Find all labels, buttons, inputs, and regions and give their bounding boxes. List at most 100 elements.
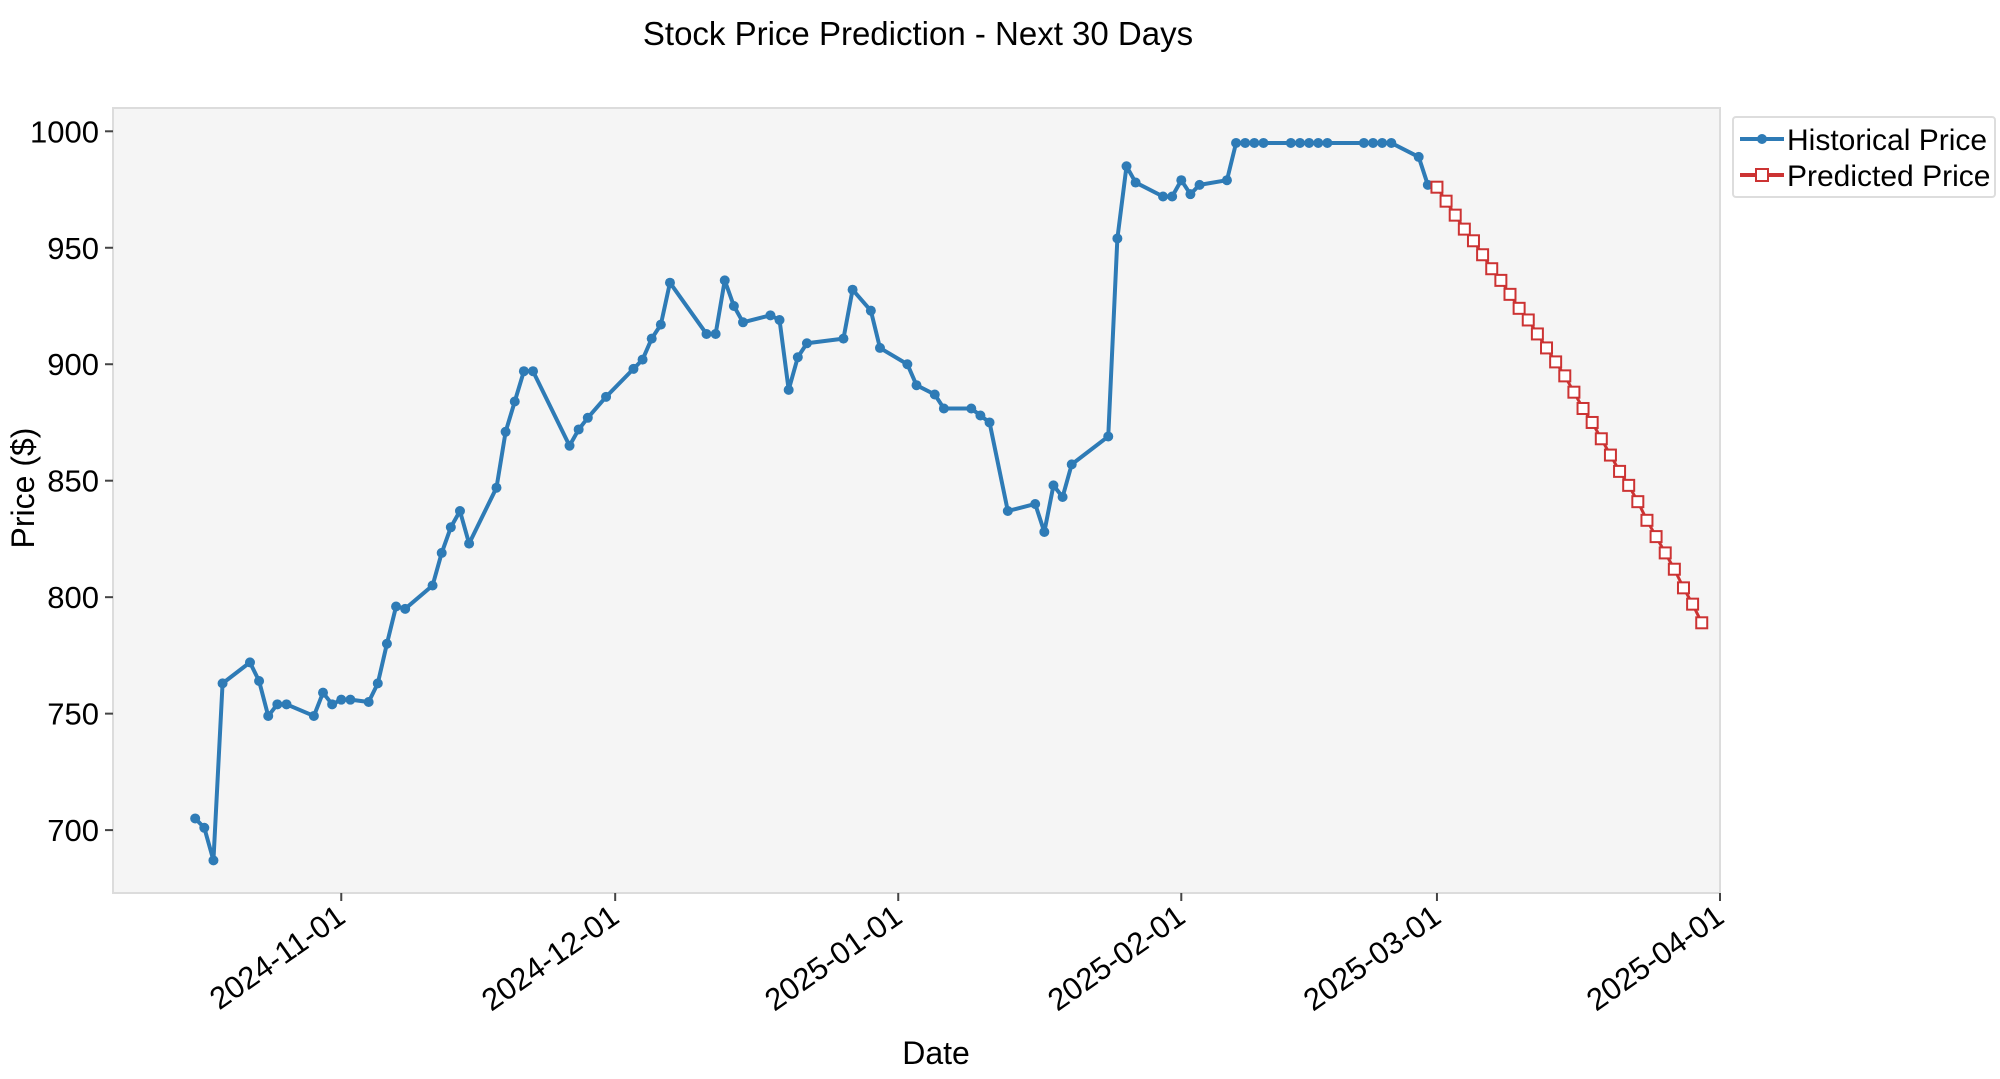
y-tick-label: 850 <box>47 464 99 499</box>
predicted-price-point <box>1594 432 1608 446</box>
historical-price-point <box>966 403 977 414</box>
predicted-price-point <box>1466 234 1480 248</box>
historical-price-point <box>244 657 255 668</box>
historical-price-point <box>765 310 776 321</box>
historical-price-point <box>637 354 648 365</box>
predicted-price-point <box>1622 478 1636 492</box>
historical-price-point <box>1258 137 1269 148</box>
historical-price-point <box>336 694 347 705</box>
legend-historical-label: Historical Price <box>1787 124 1987 157</box>
predicted-price-point <box>1503 287 1517 301</box>
predicted-price-point <box>1603 448 1617 462</box>
chart-title: Stock Price Prediction - Next 30 Days <box>643 15 1193 52</box>
predicted-price-point <box>1558 369 1572 383</box>
x-axis-label: Date <box>902 1035 970 1071</box>
historical-price-point <box>865 305 876 316</box>
predicted-price-point <box>1457 222 1471 236</box>
historical-price-point <box>1231 137 1242 148</box>
historical-price-point <box>281 699 292 710</box>
predicted-price-point <box>1448 208 1462 222</box>
historical-price-point <box>436 547 447 558</box>
historical-price-point <box>217 678 228 689</box>
x-tick-label: 2024-11-01 <box>203 898 351 1016</box>
historical-price-point <box>272 699 283 710</box>
historical-price-point <box>327 699 338 710</box>
historical-price-point <box>308 710 319 721</box>
historical-price-point <box>1240 137 1251 148</box>
historical-price-point <box>254 676 265 687</box>
legend-predicted-marker <box>1755 168 1769 182</box>
historical-price-point <box>263 710 274 721</box>
historical-price-point <box>318 687 329 698</box>
historical-price-point <box>1030 498 1041 509</box>
x-axis: 2024-11-01 2024-12-01 2025-01-01 2025-02-01… <box>203 893 1730 1018</box>
y-tick-label: 700 <box>47 813 99 848</box>
predicted-price-point <box>1585 415 1599 429</box>
historical-price-point <box>427 580 438 591</box>
historical-price-point <box>1322 137 1333 148</box>
legend-historical-marker <box>1757 134 1767 144</box>
historical-price-point <box>847 284 858 295</box>
historical-price-point <box>1048 480 1059 491</box>
historical-price-point <box>1377 137 1388 148</box>
historical-price-point <box>1358 137 1369 148</box>
historical-price-point <box>564 440 575 451</box>
predicted-price-point <box>1567 385 1581 399</box>
predicted-price-point <box>1540 341 1554 355</box>
y-tick-label: 950 <box>47 231 99 266</box>
historical-price-point <box>1304 137 1315 148</box>
historical-price-point <box>1002 505 1013 516</box>
predicted-price-point <box>1667 562 1681 576</box>
predicted-price-point <box>1521 313 1535 327</box>
historical-price-point <box>646 333 657 344</box>
predicted-price-point <box>1695 616 1709 630</box>
predicted-price-point <box>1658 546 1672 560</box>
x-tick-label: 2025-02-01 <box>1041 898 1191 1018</box>
historical-price-point <box>573 424 584 435</box>
historical-price-point <box>528 366 539 377</box>
historical-price-point <box>381 638 392 649</box>
historical-price-point <box>1386 137 1397 148</box>
historical-price-point <box>664 277 675 288</box>
historical-price-point <box>728 300 739 311</box>
legend: Historical Price Predicted Price <box>1732 116 1996 198</box>
y-tick-label: 800 <box>47 580 99 615</box>
historical-price-point <box>1066 459 1077 470</box>
legend-predicted-label: Predicted Price <box>1787 160 1990 193</box>
y-tick-label: 1000 <box>30 114 99 149</box>
historical-price-point <box>1422 179 1433 190</box>
predicted-price-point <box>1631 495 1645 509</box>
historical-price-point <box>902 359 913 370</box>
plot-area <box>112 107 1721 894</box>
historical-price-point <box>1194 179 1205 190</box>
historical-price-point <box>1221 175 1232 186</box>
x-tick-label: 2024-12-01 <box>475 898 625 1018</box>
y-tick-label: 750 <box>47 697 99 732</box>
historical-price-point <box>874 342 885 353</box>
historical-price-point <box>1294 137 1305 148</box>
x-tick-label: 2025-01-01 <box>758 898 908 1018</box>
historical-price-point <box>1057 492 1068 503</box>
historical-price-point <box>491 482 502 493</box>
historical-price-point <box>454 505 465 516</box>
predicted-price-point <box>1439 194 1453 208</box>
x-tick-label: 2025-04-01 <box>1580 898 1730 1018</box>
predicted-price-point <box>1549 355 1563 369</box>
historical-price-point <box>783 384 794 395</box>
historical-price-point <box>1313 137 1324 148</box>
predicted-price-point <box>1676 581 1690 595</box>
historical-price-point <box>1039 526 1050 537</box>
historical-price-point <box>190 813 201 824</box>
historical-price-point <box>445 522 456 533</box>
historical-price-point <box>911 380 922 391</box>
predicted-price-point <box>1485 262 1499 276</box>
historical-price-point <box>1130 177 1141 188</box>
predicted-price-point <box>1430 180 1444 194</box>
historical-price-point <box>1158 191 1169 202</box>
historical-price-point <box>400 603 411 614</box>
historical-price-point <box>984 417 995 428</box>
y-tick-label: 900 <box>47 347 99 382</box>
historical-price-point <box>1112 233 1123 244</box>
historical-price-point <box>1121 161 1132 172</box>
predicted-price-point <box>1649 530 1663 544</box>
